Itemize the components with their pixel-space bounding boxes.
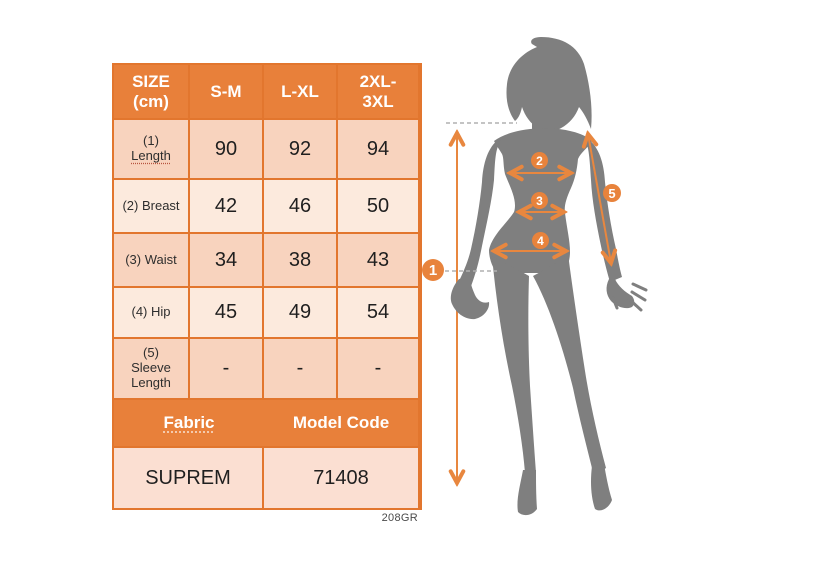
value-hip-l-xl: 49: [264, 288, 336, 337]
value-length-l-xl: 92: [264, 120, 336, 178]
marker-badge-4: 4: [532, 232, 549, 249]
value-waist-l-xl: 38: [264, 234, 336, 286]
value-sleeve-2xl-3xl: -: [338, 339, 418, 398]
model-code-value: 71408: [264, 448, 418, 508]
row-label-waist: (3) Waist: [114, 234, 188, 286]
marker-badge-1: 1: [422, 259, 444, 281]
marker-badge-3: 3: [531, 192, 548, 209]
value-waist-2xl-3xl: 43: [338, 234, 418, 286]
row-num-breast: (2): [122, 197, 139, 213]
row-label-sleeve-length: (5) Sleeve Length: [114, 339, 188, 398]
row-label-breast: (2) Breast: [114, 180, 188, 232]
silhouette-head: [506, 37, 592, 131]
row-name-sleeve-length: Sleeve Length: [131, 360, 171, 390]
silhouette-left-arm: [458, 139, 501, 289]
silhouette-left-hand: [450, 278, 490, 320]
row-name-breast: Breast: [141, 197, 180, 213]
value-waist-s-m: 34: [190, 234, 262, 286]
value-sleeve-s-m: -: [190, 339, 262, 398]
col-header-2xl-3xl-label: 2XL- 3XL: [359, 71, 397, 111]
col-header-l-xl: L-XL: [264, 65, 336, 118]
silhouette-right-foot: [591, 464, 612, 511]
row-name-waist: Waist: [144, 251, 177, 267]
col-header-2xl-3xl: 2XL- 3XL: [338, 65, 418, 118]
value-breast-s-m: 42: [190, 180, 262, 232]
value-breast-2xl-3xl: 50: [338, 180, 418, 232]
measure-arrow-sleeve: [588, 134, 611, 263]
value-length-s-m: 90: [190, 120, 262, 178]
col-header-size-label: SIZE (cm): [132, 71, 170, 111]
value-breast-l-xl: 46: [264, 180, 336, 232]
fabric-model-header: Fabric Model Code: [114, 400, 418, 446]
woman-silhouette: [450, 37, 648, 516]
row-num-hip: (4): [131, 304, 148, 320]
fabric-value: SUPREM: [114, 448, 262, 508]
marker-badge-5: 5: [603, 184, 621, 202]
row-num-waist: (3): [125, 251, 142, 267]
row-num-sleeve-length: (5): [143, 345, 159, 361]
marker-badge-2: 2: [531, 152, 548, 169]
silhouette-right-fingers: [611, 282, 648, 312]
row-label-length: (1) Length: [114, 120, 188, 178]
silhouette-right-leg: [533, 254, 606, 476]
row-name-length: Length: [131, 148, 171, 163]
row-name-hip: Hip: [151, 304, 171, 320]
row-label-hip: (4) Hip: [114, 288, 188, 337]
col-header-size: SIZE (cm): [114, 65, 188, 118]
silhouette-left-foot: [517, 470, 537, 516]
size-table: SIZE (cm) S-M L-XL 2XL- 3XL (1) Length 9…: [112, 63, 422, 510]
silhouette-right-arm: [586, 139, 622, 282]
value-length-2xl-3xl: 94: [338, 120, 418, 178]
col-header-s-m: S-M: [190, 65, 262, 118]
row-num-length: (1): [143, 133, 159, 149]
value-sleeve-l-xl: -: [264, 339, 336, 398]
measurement-figure: [445, 37, 648, 516]
weight-footnote: 208GR: [381, 512, 418, 524]
model-code-header-label: Model Code: [292, 413, 390, 432]
silhouette-left-leg: [492, 256, 536, 473]
fabric-header-label: Fabric: [163, 413, 215, 432]
value-hip-2xl-3xl: 54: [338, 288, 418, 337]
silhouette-right-hand: [606, 279, 635, 309]
value-hip-s-m: 45: [190, 288, 262, 337]
